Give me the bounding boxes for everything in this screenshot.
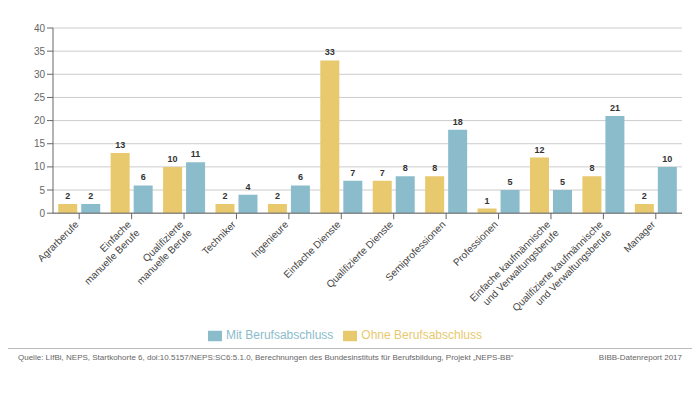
svg-text:2: 2 [222, 191, 227, 201]
svg-text:12: 12 [534, 145, 544, 155]
svg-text:8: 8 [432, 163, 437, 173]
svg-text:1: 1 [485, 196, 490, 206]
svg-text:Ingenieure: Ingenieure [249, 219, 291, 261]
svg-text:5: 5 [508, 177, 513, 187]
svg-text:25: 25 [34, 92, 46, 103]
svg-text:20: 20 [34, 115, 46, 126]
svg-text:Techniker: Techniker [200, 218, 239, 257]
svg-text:Qualifizierte Dienste: Qualifizierte Dienste [324, 218, 395, 289]
svg-text:6: 6 [298, 172, 303, 182]
svg-text:2: 2 [275, 191, 280, 201]
svg-text:Agrarberufe: Agrarberufe [36, 219, 81, 264]
svg-text:Semiprofessionen: Semiprofessionen [383, 219, 447, 283]
svg-text:Qualifiziertemanuelle Berufe: Qualifiziertemanuelle Berufe [126, 219, 194, 287]
svg-text:40: 40 [34, 23, 46, 34]
svg-text:10: 10 [168, 154, 178, 164]
svg-text:30: 30 [34, 69, 46, 80]
svg-text:18: 18 [453, 117, 463, 127]
svg-text:Qualifizierte kaufmännischeund: Qualifizierte kaufmännischeund Verwaltun… [510, 218, 613, 321]
svg-text:8: 8 [589, 163, 594, 173]
svg-text:11: 11 [191, 149, 201, 159]
svg-text:35: 35 [34, 46, 46, 57]
svg-text:10: 10 [662, 154, 672, 164]
svg-text:2: 2 [642, 191, 647, 201]
svg-text:15: 15 [34, 138, 46, 149]
svg-text:2: 2 [88, 191, 93, 201]
svg-text:Einfache Dienste: Einfache Dienste [281, 219, 343, 281]
svg-text:13: 13 [115, 140, 125, 150]
svg-text:10: 10 [34, 161, 46, 172]
svg-text:Professionen: Professionen [451, 219, 500, 268]
svg-text:7: 7 [350, 168, 355, 178]
svg-text:8: 8 [403, 163, 408, 173]
svg-text:7: 7 [380, 168, 385, 178]
svg-text:Einfachemanuelle Berufe: Einfachemanuelle Berufe [74, 219, 142, 287]
svg-text:Manager: Manager [622, 218, 658, 254]
svg-text:21: 21 [610, 103, 620, 113]
svg-text:6: 6 [141, 172, 146, 182]
svg-text:5: 5 [560, 177, 565, 187]
svg-text:4: 4 [245, 182, 250, 192]
svg-text:33: 33 [325, 47, 335, 57]
svg-text:2: 2 [65, 191, 70, 201]
svg-text:5: 5 [39, 185, 45, 196]
svg-text:0: 0 [39, 208, 45, 219]
